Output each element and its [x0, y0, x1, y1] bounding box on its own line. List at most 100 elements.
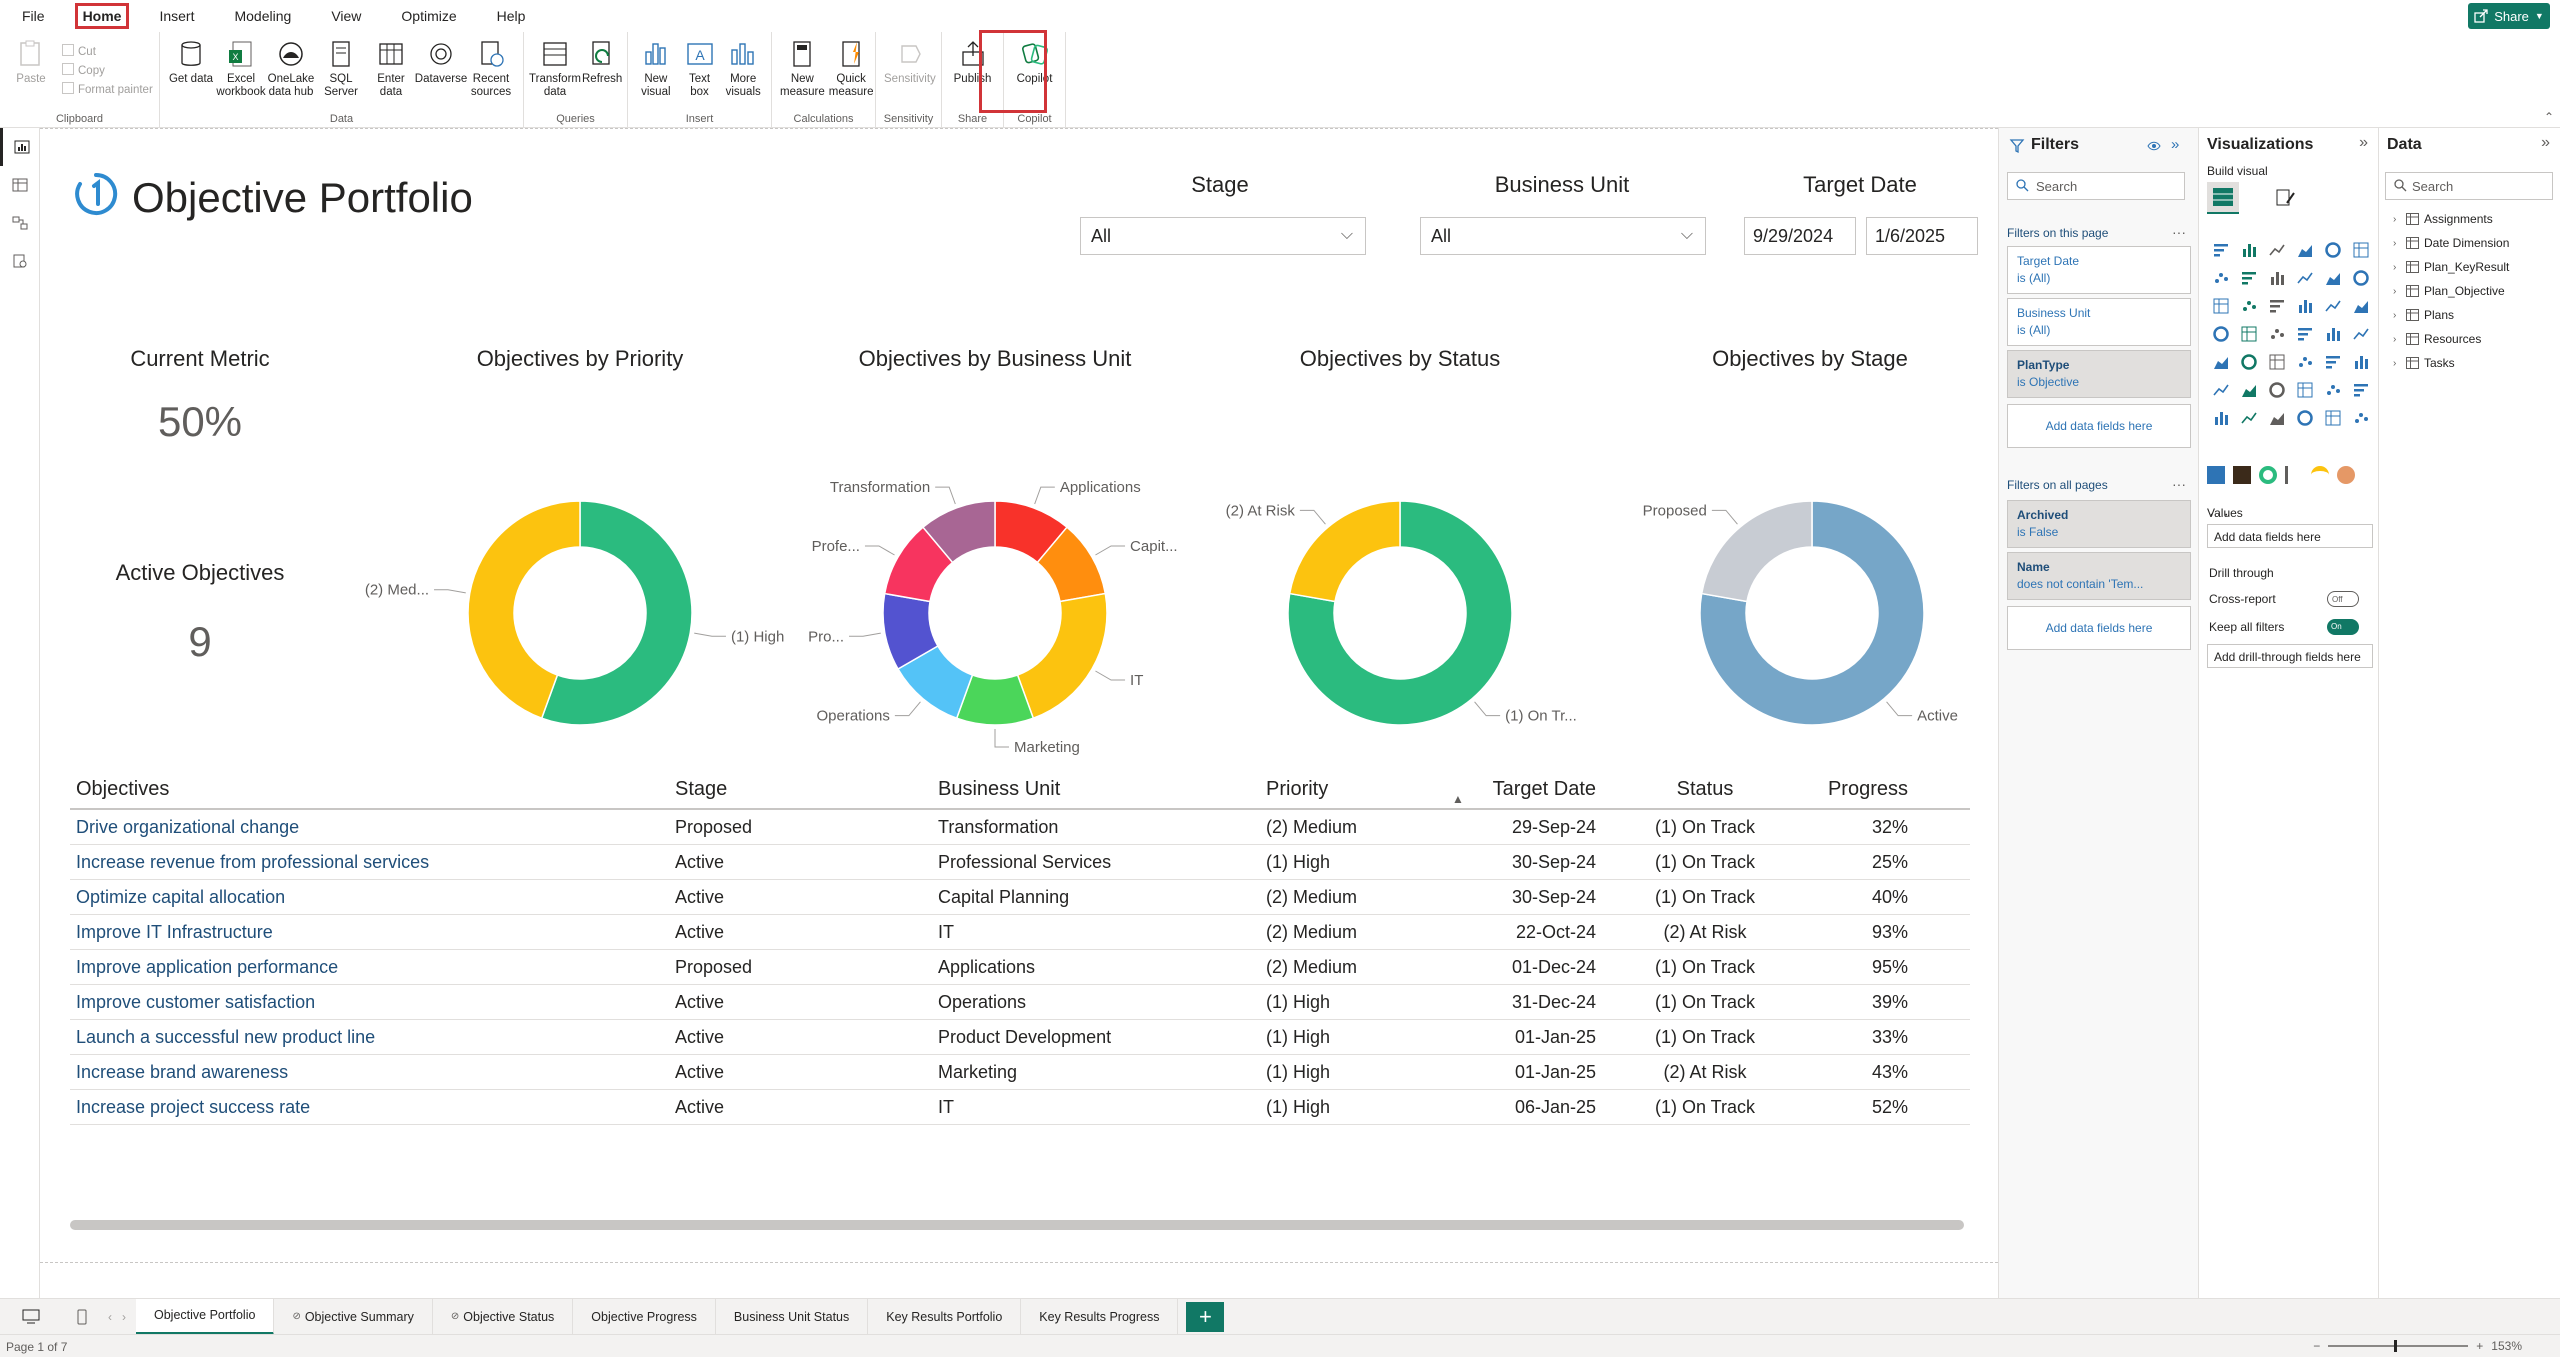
visual-type-icon[interactable] [2235, 236, 2263, 264]
visual-type-icon[interactable] [2207, 320, 2235, 348]
menu-insert[interactable]: Insert [159, 8, 195, 24]
visual-type-icon[interactable] [2291, 292, 2319, 320]
visual-type-icon[interactable] [2235, 292, 2263, 320]
cross-report-toggle[interactable]: Off [2327, 591, 2359, 607]
data-table-item[interactable]: › Date Dimension [2393, 236, 2509, 250]
dax-query-view-button[interactable] [0, 242, 40, 280]
table-view-button[interactable] [0, 166, 40, 204]
visual-type-icon[interactable] [2235, 376, 2263, 404]
new-measure-button[interactable]: New measure [780, 38, 825, 128]
visual-type-icon[interactable] [2291, 236, 2319, 264]
collapse-filters-icon[interactable]: » [2171, 136, 2180, 153]
table-row[interactable]: Launch a successful new product line Acti… [70, 1020, 1970, 1055]
visual-type-icon[interactable] [2319, 264, 2347, 292]
visual-type-icon[interactable] [2319, 348, 2347, 376]
data-table-item[interactable]: › Tasks [2393, 356, 2455, 370]
custom-visual-icon[interactable] [2259, 466, 2277, 484]
report-view-button[interactable] [0, 128, 40, 166]
donut-slice[interactable] [540, 500, 693, 726]
more-visuals-icon[interactable]: ··· [2209, 506, 2231, 523]
menu-help[interactable]: Help [496, 8, 526, 24]
table-row[interactable]: Increase revenue from professional servi… [70, 845, 1970, 880]
column-header-status[interactable]: Status [1676, 777, 1734, 800]
format-painter-button[interactable]: Format painter [62, 82, 153, 96]
visual-type-icon[interactable] [2263, 320, 2291, 348]
eye-icon[interactable] [2147, 139, 2161, 153]
dataverse-button[interactable]: Dataverse [415, 38, 467, 99]
format-visual-tab[interactable] [2269, 182, 2301, 214]
table-row[interactable]: Optimize capital allocation Active Capital… [70, 880, 1970, 915]
visual-type-icon[interactable] [2319, 292, 2347, 320]
paste-button[interactable]: Paste [8, 38, 54, 128]
visual-type-icon[interactable] [2207, 376, 2235, 404]
zoom-slider[interactable] [2328, 1340, 2469, 1352]
more-options-icon[interactable]: ··· [2172, 224, 2186, 240]
visual-type-icon[interactable] [2263, 264, 2291, 292]
keep-all-filters-toggle[interactable]: On [2327, 619, 2359, 635]
mobile-layout-button[interactable] [62, 1309, 102, 1325]
visual-type-icon[interactable] [2291, 348, 2319, 376]
visual-type-icon[interactable] [2263, 292, 2291, 320]
visual-type-icon[interactable] [2347, 376, 2375, 404]
more-options-icon[interactable]: ··· [2172, 476, 2186, 492]
visual-type-icon[interactable] [2263, 404, 2291, 432]
custom-visual-icon[interactable] [2233, 466, 2251, 484]
page-tab[interactable]: Key Results Progress [1021, 1298, 1179, 1335]
filter-card-name[interactable]: Name does not contain 'Tem... [2007, 552, 2191, 600]
zoom-out-button[interactable]: − [2313, 1339, 2321, 1353]
visual-type-icon[interactable] [2207, 236, 2235, 264]
column-header-progress[interactable]: Progress [1827, 777, 1908, 800]
visual-type-icon[interactable] [2291, 320, 2319, 348]
menu-optimize[interactable]: Optimize [401, 8, 457, 24]
menu-view[interactable]: View [331, 8, 362, 24]
visual-type-icon[interactable] [2319, 376, 2347, 404]
build-visual-tab[interactable] [2207, 182, 2239, 214]
donut-chart-status[interactable]: (1) On Tr... (2) At Risk [1180, 398, 1620, 818]
onelake-data-hub-button[interactable]: OneLake data hub [268, 38, 314, 99]
values-field-well[interactable]: Add data fields here [2207, 524, 2373, 548]
copy-button[interactable]: Copy [62, 63, 153, 77]
page-tab[interactable]: ⊘ Objective Status [433, 1298, 574, 1335]
custom-visual-icon[interactable] [2311, 466, 2329, 484]
recent-sources-button[interactable]: Recent sources [468, 38, 514, 99]
target-date-from-input[interactable]: 9/29/2024 [1744, 217, 1856, 255]
text-box-button[interactable]: A Text box [680, 38, 720, 128]
visual-type-icon[interactable] [2207, 404, 2235, 432]
share-button[interactable]: Share ▼ [2468, 3, 2550, 29]
visual-type-icon[interactable] [2347, 292, 2375, 320]
menu-home[interactable]: Home [74, 3, 130, 29]
visual-type-icon[interactable] [2263, 236, 2291, 264]
custom-visual-icon[interactable] [2285, 466, 2303, 484]
visual-type-icon[interactable] [2347, 404, 2375, 432]
visual-type-icon[interactable] [2291, 376, 2319, 404]
next-page-icon[interactable]: › [122, 1309, 126, 1324]
add-page-filter-well[interactable]: Add data fields here [2007, 404, 2191, 448]
page-tab[interactable]: Business Unit Status [716, 1298, 869, 1335]
donut-slice[interactable] [1700, 500, 1813, 603]
data-search-input[interactable]: Search [2385, 172, 2553, 200]
data-table-item[interactable]: › Plans [2393, 308, 2454, 322]
menu-file[interactable]: File [22, 8, 45, 24]
page-tab[interactable]: Objective Portfolio [136, 1298, 275, 1335]
collapse-ribbon-icon[interactable]: ⌃ [2543, 110, 2554, 124]
visual-type-icon[interactable] [2235, 404, 2263, 432]
donut-chart-stage[interactable]: Active Proposed [1592, 398, 2032, 818]
zoom-in-button[interactable]: + [2476, 1339, 2484, 1353]
enter-data-button[interactable]: Enter data [368, 38, 414, 99]
drill-through-field-well[interactable]: Add drill-through fields here [2207, 644, 2373, 668]
donut-slice[interactable] [921, 500, 996, 564]
visual-type-icon[interactable] [2347, 264, 2375, 292]
visual-type-icon[interactable] [2235, 348, 2263, 376]
column-header-objectives[interactable]: Objectives [76, 777, 170, 800]
filters-search-input[interactable]: Search [2007, 172, 2185, 200]
page-tab[interactable]: Key Results Portfolio [868, 1298, 1022, 1335]
sensitivity-button[interactable]: Sensitivity [884, 38, 936, 128]
table-row[interactable]: Improve application performance Proposed A… [70, 950, 1970, 985]
table-row[interactable]: Increase brand awareness Active Marketing (… [70, 1055, 1970, 1090]
expand-icon[interactable]: › [2393, 309, 2397, 321]
horizontal-scrollbar[interactable] [70, 1220, 1964, 1230]
table-row[interactable]: Improve IT Infrastructure Active IT (2) Med… [70, 915, 1970, 950]
expand-icon[interactable]: › [2393, 333, 2397, 345]
visual-type-icon[interactable] [2347, 236, 2375, 264]
previous-page-icon[interactable]: ‹ [108, 1309, 112, 1324]
